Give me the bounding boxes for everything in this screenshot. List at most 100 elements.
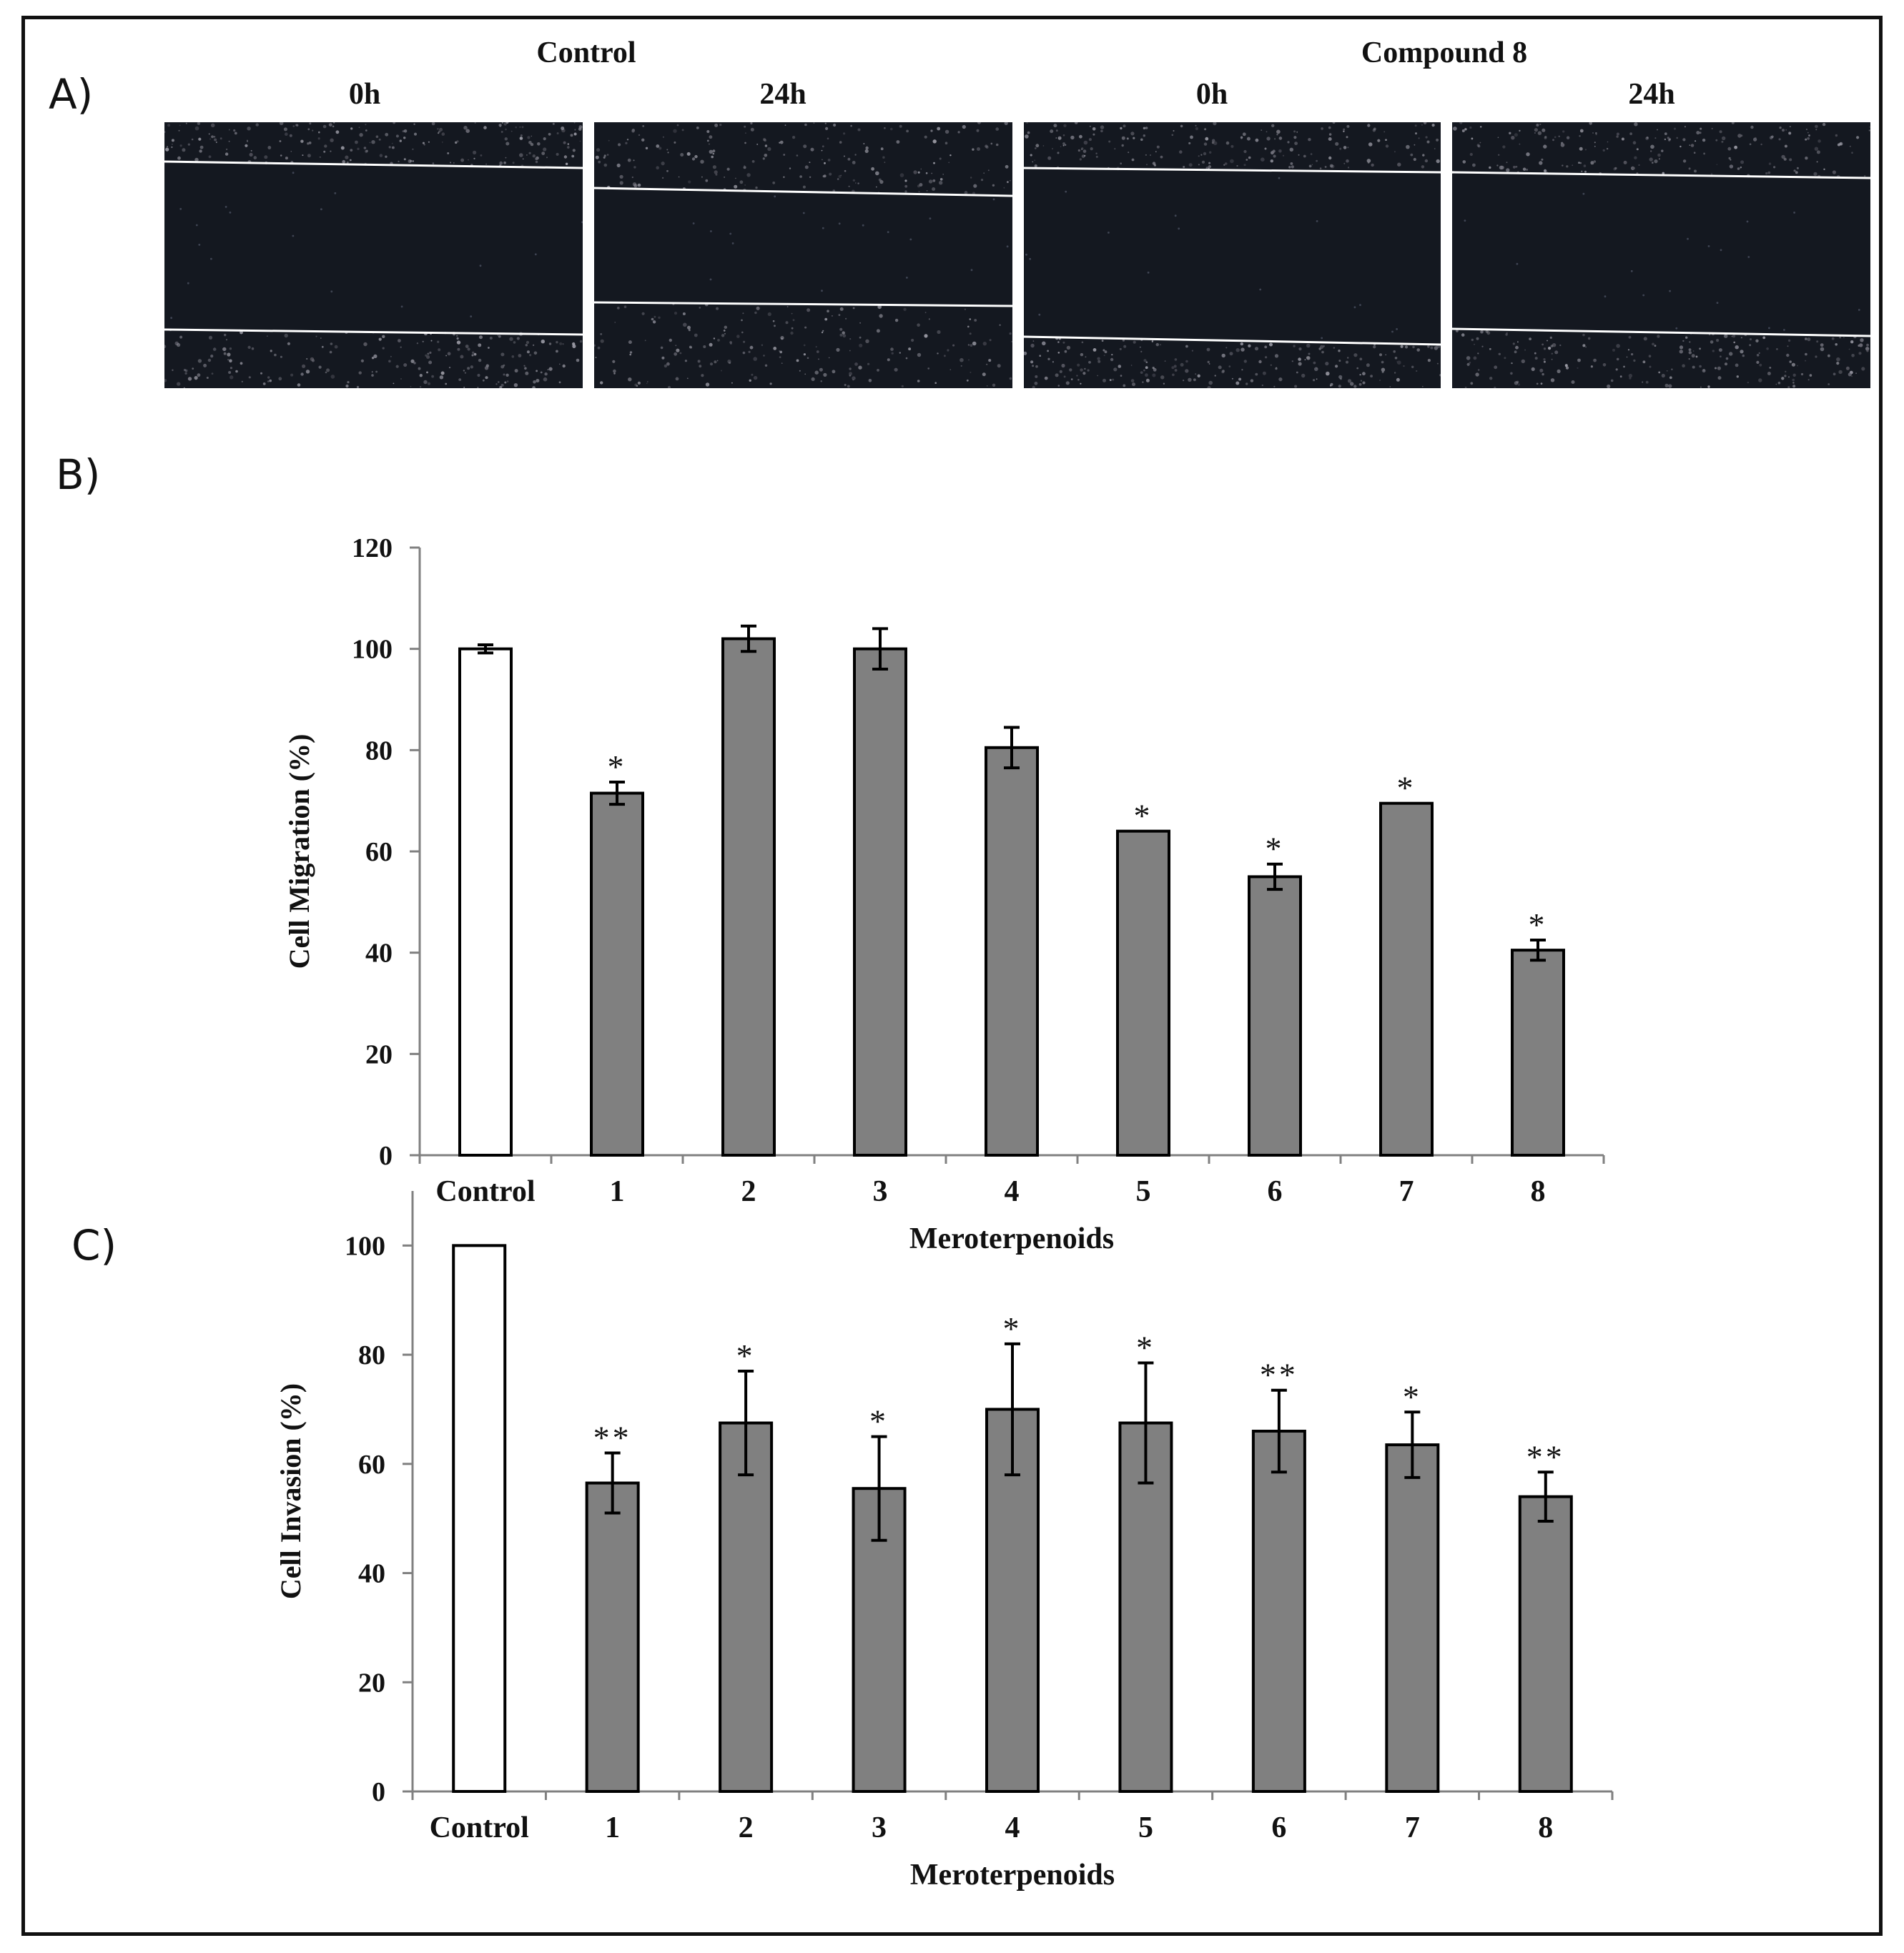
cell-speck xyxy=(666,362,670,366)
cell-speck xyxy=(1693,152,1696,154)
cell-speck xyxy=(1746,220,1749,223)
cell-speck xyxy=(253,156,257,159)
cell-speck xyxy=(1397,162,1401,167)
cell-speck xyxy=(1666,370,1668,372)
cell-speck xyxy=(646,382,648,385)
cell-speck xyxy=(1519,129,1521,132)
cell-speck xyxy=(939,181,943,185)
cell-speck xyxy=(1766,347,1769,350)
cell-speck xyxy=(1459,122,1463,124)
cell-speck xyxy=(824,317,828,321)
cell-speck xyxy=(1225,141,1230,145)
time-label-compound-24h: 24h xyxy=(1628,78,1675,111)
cell-speck xyxy=(924,312,927,314)
cell-speck xyxy=(371,374,374,377)
cell-speck xyxy=(1248,156,1251,159)
cell-speck xyxy=(616,307,620,310)
cell-speck xyxy=(579,340,583,343)
cell-speck xyxy=(1108,232,1110,234)
cell-speck xyxy=(1498,154,1500,156)
cell-speck xyxy=(1360,380,1362,382)
cell-speck xyxy=(525,344,528,347)
cell-speck xyxy=(741,331,744,334)
cell-speck xyxy=(1147,271,1150,274)
cell-speck xyxy=(789,167,791,169)
cell-speck xyxy=(1590,365,1593,368)
cell-speck xyxy=(887,231,889,233)
cell-speck xyxy=(212,347,217,351)
cell-speck xyxy=(470,365,473,369)
cell-speck xyxy=(1616,357,1619,361)
cell-speck xyxy=(1289,147,1293,152)
cell-speck xyxy=(285,157,288,160)
cell-speck xyxy=(388,146,391,149)
cell-speck xyxy=(1469,361,1471,364)
cell-speck xyxy=(439,127,443,132)
cell-speck xyxy=(948,162,949,164)
cell-speck xyxy=(1539,161,1543,165)
cell-speck xyxy=(1310,153,1313,155)
cell-speck xyxy=(249,152,253,157)
cell-speck xyxy=(418,367,421,370)
cell-speck xyxy=(1866,350,1869,352)
cell-speck xyxy=(432,162,435,164)
cell-speck xyxy=(1517,383,1521,386)
cell-speck xyxy=(995,143,999,147)
cell-speck xyxy=(228,371,232,374)
cell-speck xyxy=(822,159,823,161)
cell-speck xyxy=(1642,381,1644,383)
cell-speck xyxy=(1368,142,1373,147)
cell-speck xyxy=(852,307,855,310)
cell-speck xyxy=(274,353,277,357)
cell-speck xyxy=(1526,152,1530,157)
cell-speck xyxy=(1716,339,1720,342)
cell-speck xyxy=(1584,170,1587,173)
cell-speck xyxy=(1489,347,1491,350)
cell-speck xyxy=(598,160,601,164)
cell-speck xyxy=(868,379,872,382)
cell-speck xyxy=(933,162,935,164)
cell-speck xyxy=(952,344,955,347)
cell-speck xyxy=(894,318,899,322)
cell-speck xyxy=(1174,358,1178,361)
cell-speck xyxy=(1160,375,1165,380)
cell-speck xyxy=(1321,350,1324,354)
cell-speck xyxy=(447,152,450,154)
cell-speck xyxy=(764,364,768,367)
cell-speck xyxy=(980,179,984,182)
cell-speck xyxy=(1649,157,1653,162)
cell-speck xyxy=(1255,372,1258,376)
cell-speck xyxy=(821,331,824,334)
cell-speck xyxy=(385,155,388,158)
cell-speck xyxy=(756,143,759,145)
cell-speck xyxy=(1359,304,1361,306)
cell-speck xyxy=(260,372,262,375)
cell-speck xyxy=(1011,341,1012,342)
cell-speck xyxy=(543,137,546,141)
cell-speck xyxy=(960,365,962,367)
cell-speck xyxy=(909,238,912,241)
cell-speck xyxy=(783,154,786,156)
cell-speck xyxy=(623,305,627,309)
cell-speck xyxy=(1414,124,1417,127)
cell-speck xyxy=(1308,352,1311,355)
cell-speck xyxy=(879,314,883,318)
cell-speck xyxy=(307,142,310,145)
cell-speck xyxy=(500,352,505,357)
cell-speck xyxy=(210,257,212,260)
cell-speck xyxy=(1120,375,1123,377)
cell-speck xyxy=(1143,369,1145,372)
cell-speck xyxy=(506,380,509,382)
cell-speck xyxy=(1629,132,1632,135)
cell-speck xyxy=(1235,381,1240,385)
cell-speck xyxy=(427,382,431,385)
cell-speck xyxy=(803,144,807,149)
cell-speck xyxy=(1634,122,1638,127)
cell-speck xyxy=(1789,158,1792,162)
cell-speck xyxy=(679,352,682,355)
cell-speck xyxy=(1436,362,1439,365)
cell-speck xyxy=(477,387,479,388)
cell-speck xyxy=(1541,158,1544,161)
cell-speck xyxy=(1120,162,1122,164)
cell-speck xyxy=(1240,342,1243,346)
